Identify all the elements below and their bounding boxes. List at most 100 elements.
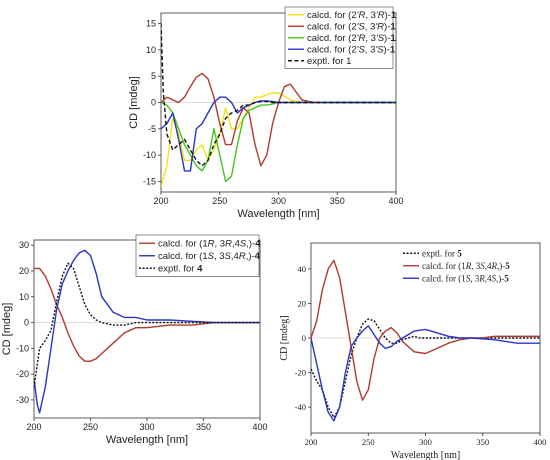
legend-text-part: 'R — [357, 10, 366, 21]
legend-text-part: ,)- — [497, 261, 505, 271]
legend-text-part: 'S — [357, 45, 366, 56]
y-tick-label: 15 — [146, 19, 156, 29]
legend-text-part: 'R — [376, 10, 385, 21]
y-tick-label: 10 — [19, 292, 29, 302]
x-tick-label: 250 — [212, 196, 227, 206]
legend-text-part: calcd. for (1 — [422, 273, 466, 283]
legend-text-part: S — [466, 273, 471, 283]
legend-text-part: , 3 — [365, 45, 376, 56]
x-tick-label: 400 — [388, 196, 403, 206]
y-axis-label: CD [mdeg] — [128, 76, 140, 129]
legend-text-part: ,4 — [231, 251, 239, 262]
y-tick-label: 5 — [151, 71, 156, 81]
legend-label: calcd. for (2'R, 3'S)-1 — [307, 33, 396, 44]
legend-label: calcd. for (2'S, 3'R)-1 — [307, 22, 396, 33]
y-tick-label: 20 — [298, 298, 307, 308]
legend-text-part: ,4 — [232, 239, 240, 250]
x-tick-label: 400 — [534, 437, 547, 447]
legend-frame — [135, 234, 260, 277]
legend-text-part: , 3 — [365, 10, 376, 21]
legend-text-part: 'R — [375, 22, 384, 33]
legend-text-part: , 3 — [215, 239, 226, 250]
legend-text-part: 5 — [504, 273, 509, 283]
legend-text-part: 1 — [390, 45, 396, 56]
legend-text-part: exptl. for 1 — [307, 56, 351, 67]
legend-text-part: )- — [385, 10, 391, 21]
legend-text-part: ,)- — [496, 273, 504, 283]
legend-text-part: exptl. for — [422, 248, 457, 258]
series-line-1 — [34, 267, 260, 362]
y-tick-label: -10 — [16, 343, 29, 353]
legend-text-part: )- — [384, 33, 390, 44]
legend-text-part: 4 — [197, 264, 203, 275]
legend-text-part: R — [465, 261, 472, 271]
x-tick-label: 300 — [271, 196, 286, 206]
legend-label: calcd. for (1S, 3R,4S,)-5 — [422, 273, 509, 283]
series-line-3 — [311, 325, 540, 422]
x-tick-label: 350 — [476, 437, 489, 447]
x-tick-label: 350 — [196, 422, 211, 432]
legend-text-part: 5 — [457, 248, 462, 258]
legend-text-part: 5 — [505, 261, 510, 271]
x-tick-label: 250 — [362, 437, 375, 447]
series-line-2 — [34, 249, 260, 414]
x-tick-label: 300 — [419, 437, 432, 447]
y-tick-label: -20 — [295, 368, 306, 378]
legend-text-part: S — [225, 251, 232, 262]
x-tick-label: 200 — [153, 196, 168, 206]
x-axis-label: Wavelength [nm] — [391, 450, 460, 460]
legend-text-part: 'R — [357, 33, 366, 44]
x-tick-label: 250 — [83, 422, 98, 432]
series-line-1 — [311, 318, 540, 419]
x-tick-label: 200 — [305, 437, 318, 447]
legend-text-part: ,)- — [246, 251, 255, 262]
legend-text-part: 'S — [357, 22, 366, 33]
legend-text-part: 1 — [390, 22, 396, 33]
legend-text-part: , 3 — [471, 261, 481, 271]
legend-text-part: R — [225, 239, 232, 250]
legend-text-part: calcd. for (2 — [307, 10, 357, 21]
y-tick-label: 0 — [24, 318, 29, 328]
legend-text-part: calcd. for (2 — [307, 33, 357, 44]
legend-text-part: S — [480, 261, 485, 271]
legend-text-part: )- — [384, 22, 390, 33]
y-tick-label: -30 — [16, 395, 29, 405]
y-tick-label: 40 — [298, 264, 307, 274]
legend-text-part: 4 — [255, 251, 261, 262]
legend-label: calcd. for (2'S, 3'S)-1 — [307, 45, 396, 56]
legend-label: calcd. for (1R, 3S,4R,)-5 — [422, 261, 510, 271]
y-tick-label: 0 — [151, 98, 156, 108]
legend-label: exptl. for 4 — [158, 264, 203, 275]
y-tick-label: -15 — [143, 176, 156, 186]
legend-text-part: R — [490, 261, 497, 271]
series-line-3 — [34, 262, 260, 388]
legend-label: exptl. for 1 — [307, 56, 351, 67]
legend-text-part: S — [208, 251, 215, 262]
x-tick-label: 300 — [139, 422, 154, 432]
legend-text-part: ,)- — [246, 239, 255, 250]
cd-chart-compound-5: 200 250 300 350 400 -40 -20 0 20 40 Wavelength [nm… — [279, 242, 547, 460]
legend-text-part: 'S — [375, 45, 384, 56]
legend-label: calcd. for (1R, 3R,4S,)-4 — [158, 239, 261, 250]
legend-text-part: , 3 — [365, 33, 376, 44]
legend-label: calcd. for (2'R, 3'R)-1 — [307, 10, 397, 21]
legend-text-part: S — [240, 239, 247, 250]
legend-text-part: exptl. for — [158, 264, 197, 275]
legend-text-part: R — [239, 251, 246, 262]
legend-text-part: ,4 — [485, 261, 492, 271]
legend-text-part: , 3 — [365, 22, 376, 33]
series-line-5 — [161, 23, 396, 167]
legend-text-part: , 3 — [214, 251, 225, 262]
x-axis-label: Wavelength [nm] — [106, 434, 188, 446]
x-tick-label: 200 — [26, 422, 41, 432]
legend-text-part: R — [208, 239, 215, 250]
legend-text-part: 1 — [391, 10, 397, 21]
y-tick-label: -40 — [295, 402, 306, 412]
legend-text-part: calcd. for (2 — [307, 45, 357, 56]
x-tick-label: 350 — [330, 196, 345, 206]
legend-text-part: 4 — [255, 239, 261, 250]
legend-text-part: calcd. for (1 — [422, 261, 466, 271]
